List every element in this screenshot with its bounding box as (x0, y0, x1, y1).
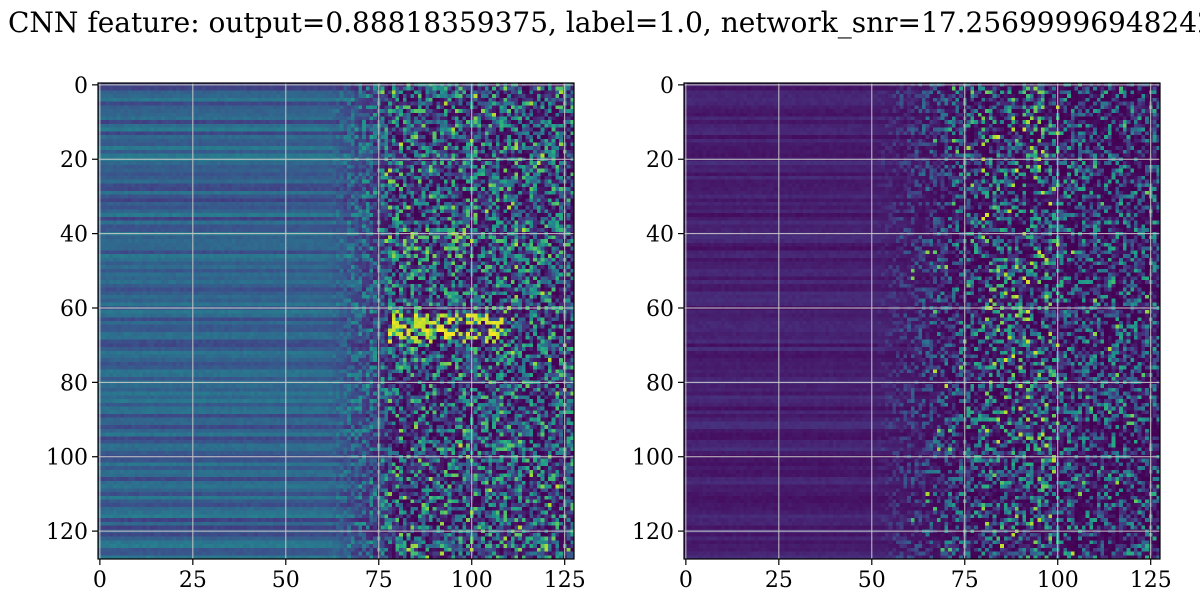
axes-frame (683, 82, 1161, 560)
x-tick-label: 50 (858, 568, 886, 593)
y-tick-label: 120 (632, 520, 674, 545)
x-tick-label: 100 (1037, 568, 1079, 593)
figure-title: CNN feature: output=0.88818359375, label… (8, 6, 1200, 39)
y-tick-label: 60 (646, 297, 674, 322)
axes-frame (97, 82, 575, 560)
y-tick-label: 20 (646, 148, 674, 173)
x-tick-label: 0 (93, 568, 107, 593)
x-tick-label: 125 (1130, 568, 1172, 593)
y-tick-label: 40 (646, 223, 674, 248)
x-tick-label: 25 (765, 568, 793, 593)
y-tick-label: 100 (632, 446, 674, 471)
y-tick-label: 0 (660, 74, 674, 99)
y-tick-label: 120 (46, 520, 88, 545)
x-tick-label: 75 (365, 568, 393, 593)
y-tick-label: 60 (60, 297, 88, 322)
heatmap-right: 0 25 50 75 100 125 0 20 40 60 80 100 120 (632, 74, 1172, 593)
heatmap-left: 0 25 50 75 100 125 0 20 40 60 80 100 120 (46, 74, 586, 593)
x-tick-label: 125 (544, 568, 586, 593)
y-tick-label: 100 (46, 446, 88, 471)
x-tick-label: 100 (451, 568, 493, 593)
y-tick-label: 40 (60, 223, 88, 248)
heatmap-image (98, 83, 574, 559)
x-tick-label: 0 (679, 568, 693, 593)
heatmap-image (684, 83, 1160, 559)
y-tick-label: 80 (646, 371, 674, 396)
y-tick-label: 80 (60, 371, 88, 396)
x-tick-label: 25 (179, 568, 207, 593)
y-tick-label: 0 (74, 74, 88, 99)
y-tick-label: 20 (60, 148, 88, 173)
x-tick-label: 75 (951, 568, 979, 593)
x-tick-label: 50 (272, 568, 300, 593)
